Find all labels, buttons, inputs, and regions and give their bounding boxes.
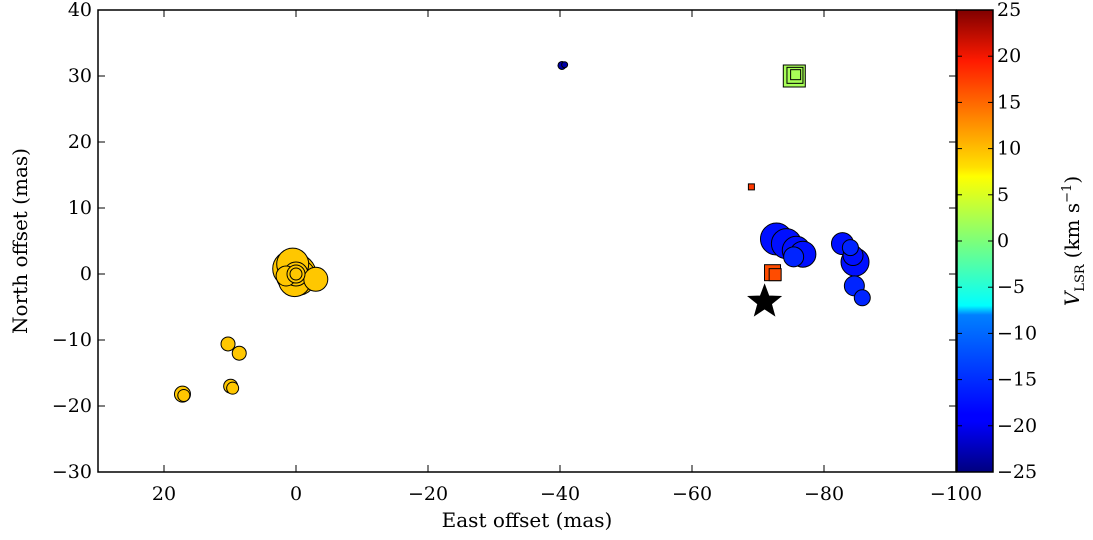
data-point-square	[768, 268, 782, 282]
data-point-circle	[226, 381, 240, 395]
x-axis-title: East offset (mas)	[442, 508, 613, 532]
data-point-circle	[783, 246, 805, 268]
colorbar-label-close: )	[1060, 176, 1084, 184]
colorbar-label-sub: LSR	[1073, 263, 1088, 292]
data-point-circle	[289, 267, 303, 281]
colorbar-gradient	[956, 9, 994, 473]
data-point-circle	[303, 266, 329, 292]
colorbar-tick-label: 25	[997, 0, 1021, 21]
y-tick-label: 30	[68, 65, 92, 87]
y-tick-label: 0	[80, 263, 92, 285]
x-axis-ticks: 20 0 −20 −40 −60 −80 −100	[152, 10, 982, 505]
colorbar-label-exp: −1	[1060, 184, 1075, 203]
data-point-circle	[841, 239, 859, 257]
x-tick-label: 20	[152, 483, 176, 505]
markers-layer	[173, 60, 871, 403]
colorbar-tick-label: 10	[997, 138, 1021, 160]
colorbar-tick-label: 15	[997, 91, 1021, 113]
x-tick-label: 0	[290, 483, 302, 505]
colorbar-label-main: V	[1060, 289, 1084, 306]
x-tick-label: −20	[408, 483, 448, 505]
data-point-circle	[853, 289, 871, 307]
x-tick-label: −100	[930, 483, 982, 505]
colorbar-tick-label: −10	[997, 322, 1037, 344]
y-axis-title: North offset (mas)	[8, 148, 32, 334]
x-tick-label: −40	[540, 483, 580, 505]
x-tick-label: −60	[672, 483, 712, 505]
data-point-square	[790, 69, 802, 81]
plot-frame	[97, 9, 957, 473]
y-tick-label: −10	[52, 329, 92, 351]
data-point-square	[747, 183, 755, 191]
colorbar-ticks: 25 20 15 10 5 0 −5 −10 −15 −20 −25	[957, 0, 1037, 483]
y-tick-label: 40	[68, 0, 92, 21]
data-point-circle	[561, 61, 569, 69]
y-axis-ticks: −30 −20 −10 0 10 20 30 40	[52, 0, 956, 483]
y-tick-label: 10	[68, 197, 92, 219]
colorbar-title: VLSR (km s−1)	[1060, 176, 1088, 306]
y-tick-label: 20	[68, 131, 92, 153]
colorbar-tick-label: −15	[997, 369, 1037, 391]
data-point-circle	[177, 388, 191, 402]
data-point-circle	[220, 336, 236, 352]
y-tick-label: −20	[52, 395, 92, 417]
colorbar-tick-label: 0	[997, 230, 1009, 252]
star-marker	[747, 283, 783, 317]
colorbar-tick-label: −5	[997, 276, 1025, 298]
colorbar-tick-label: −20	[997, 415, 1037, 437]
colorbar-tick-label: 20	[997, 45, 1021, 67]
data-point-circle	[231, 345, 247, 361]
colorbar: 25 20 15 10 5 0 −5 −10 −15 −20 −25 VLSR (km s−1)	[956, 0, 1088, 483]
colorbar-label-unit: (km s	[1060, 203, 1084, 259]
y-tick-label: −30	[52, 461, 92, 483]
x-tick-label: −80	[804, 483, 844, 505]
colorbar-tick-label: −25	[997, 461, 1037, 483]
colorbar-tick-label: 5	[997, 184, 1009, 206]
